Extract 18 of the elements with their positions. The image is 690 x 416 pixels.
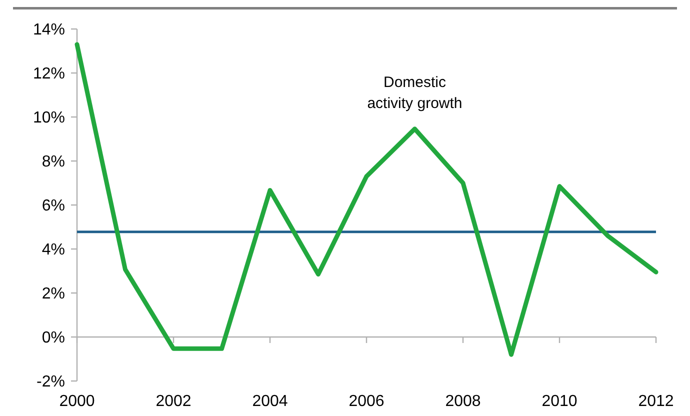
line-series bbox=[74, 42, 658, 357]
x-tick-label: 2000 bbox=[59, 393, 95, 410]
x-tick-label: 2006 bbox=[348, 393, 384, 410]
y-tick-label: -2% bbox=[36, 374, 65, 391]
text: Domestic activity growth bbox=[367, 74, 462, 112]
y-tick-label: 2% bbox=[42, 286, 65, 303]
x-tick-label: 2008 bbox=[445, 393, 481, 410]
y-tick-label: 14% bbox=[32, 22, 65, 39]
y-tick-label: 4% bbox=[42, 242, 65, 259]
x-tick-label: 2010 bbox=[542, 393, 578, 410]
y-tick-label: 12% bbox=[32, 66, 65, 83]
y-tick-label: 6% bbox=[42, 198, 65, 215]
y-tick-label: 0% bbox=[42, 330, 65, 347]
y-tick-label: 10% bbox=[32, 110, 65, 127]
x-tick-label: 2012 bbox=[638, 393, 674, 410]
x-tick-label: 2002 bbox=[156, 393, 192, 410]
y-tick-label: 8% bbox=[42, 154, 65, 171]
x-tick-label: 2004 bbox=[252, 393, 288, 410]
